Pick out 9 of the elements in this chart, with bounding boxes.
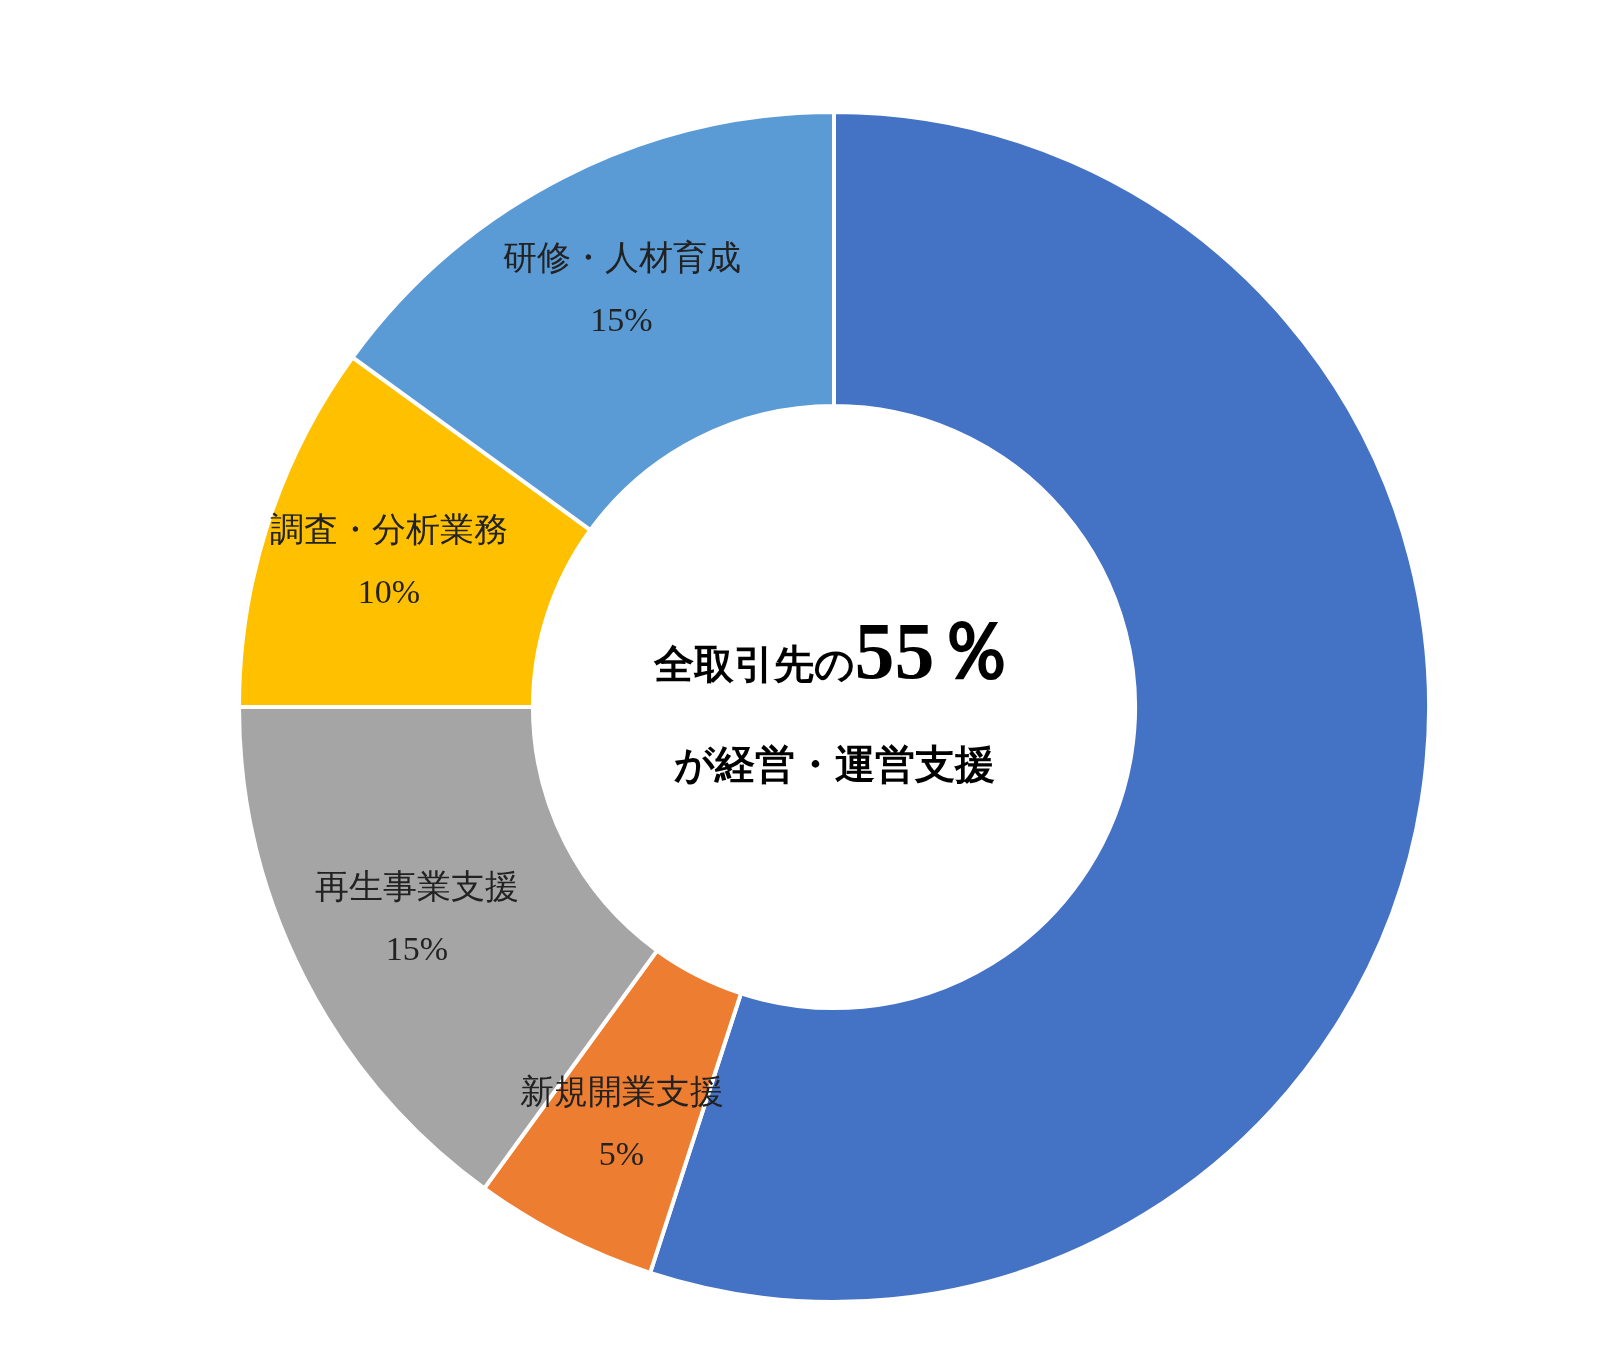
data-label: 55％	[854, 606, 1015, 695]
data-label: 10%	[357, 573, 421, 611]
data-label: 15%	[385, 930, 449, 968]
data-label: 5%	[598, 1134, 645, 1172]
slice-label: 再生事業支援	[314, 868, 519, 906]
data-label: 15%	[590, 300, 653, 338]
text: が経営・運営支援	[672, 739, 996, 789]
slice-label: 研修・人材育成	[502, 238, 741, 276]
slice-label: 調査・分析業務	[269, 511, 508, 549]
